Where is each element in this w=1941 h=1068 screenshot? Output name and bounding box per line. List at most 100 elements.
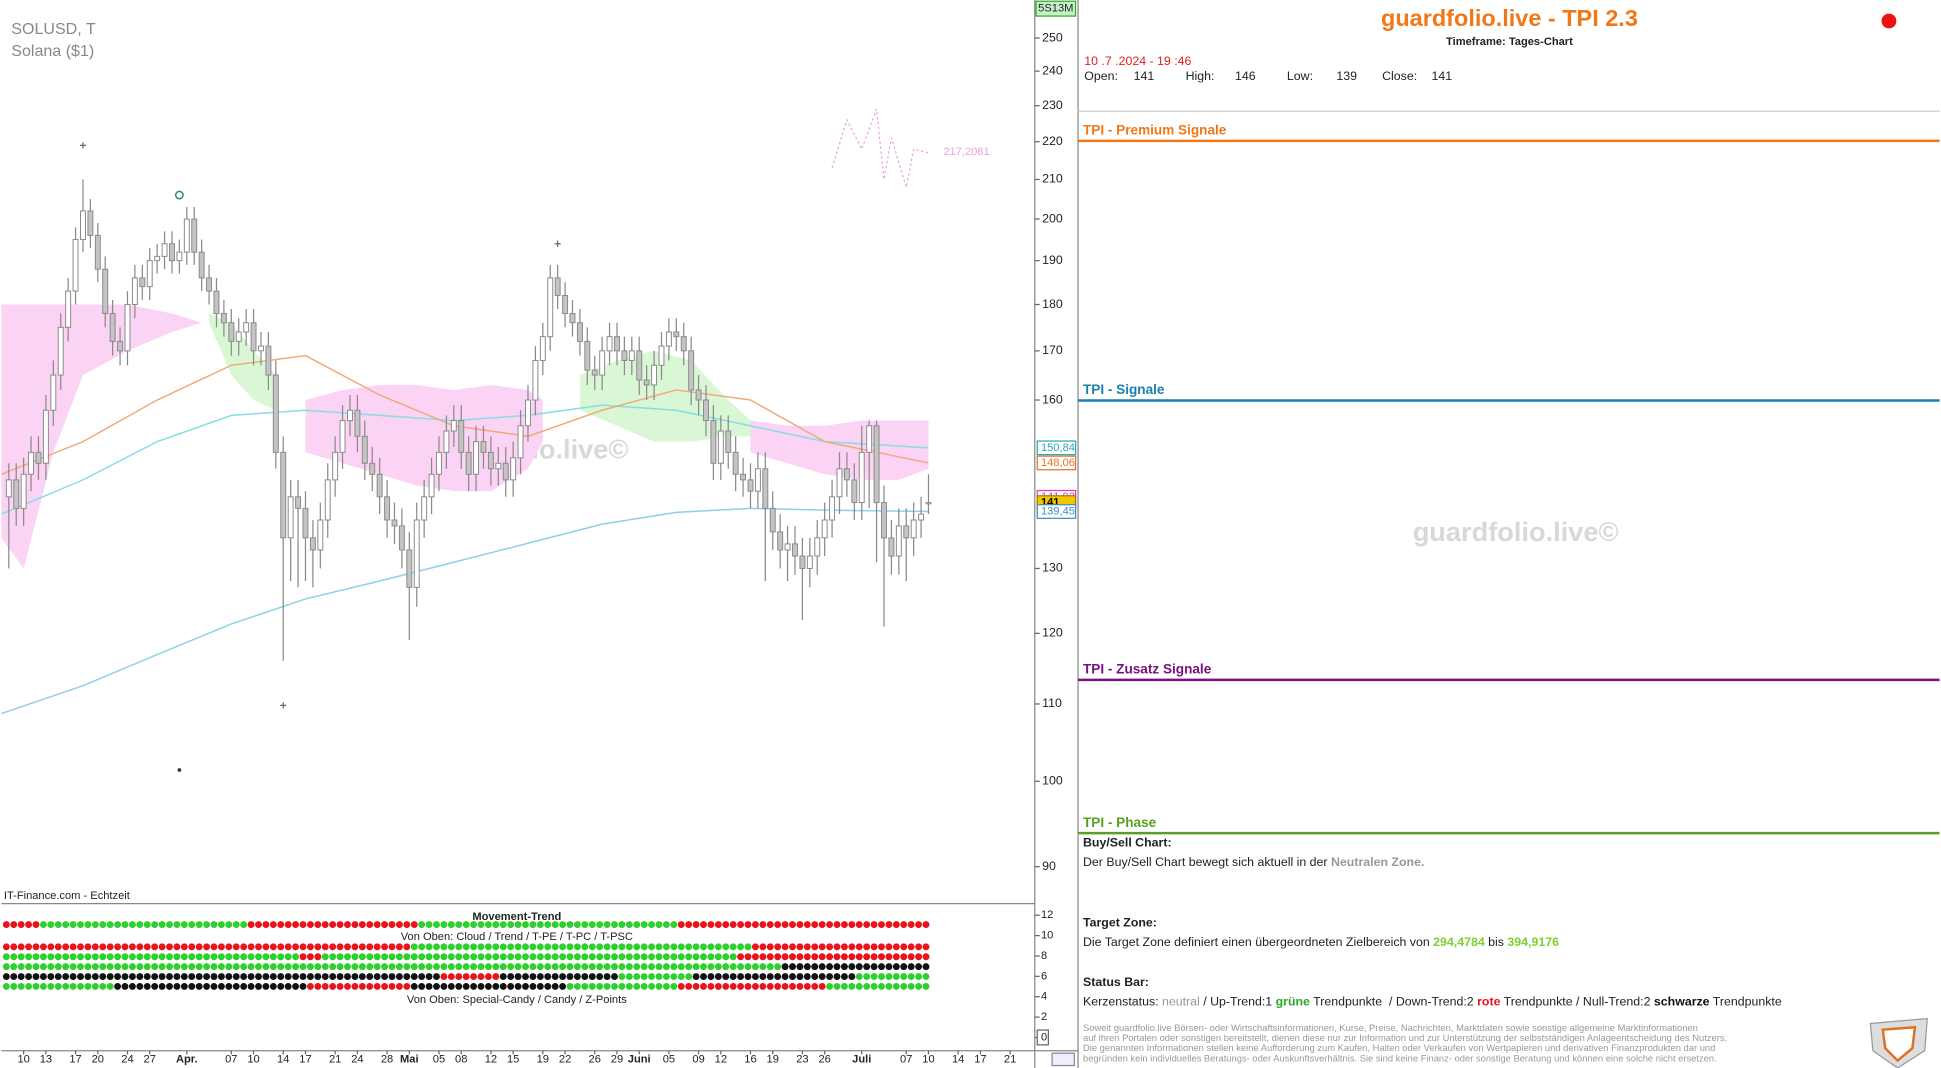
- trend-dot: [878, 982, 885, 990]
- trend-dot: [329, 973, 337, 980]
- trend-dot: [203, 953, 211, 961]
- trend-dot: [870, 921, 878, 929]
- candle-body: [673, 331, 680, 338]
- candle-body: [443, 430, 450, 453]
- trend-dot: [618, 943, 626, 951]
- trend-dot: [277, 982, 285, 990]
- trend-dot: [69, 973, 77, 980]
- trend-dot: [826, 953, 834, 961]
- x-tick-label: 29: [611, 1053, 623, 1065]
- trend-dot: [722, 953, 730, 961]
- trend-dot: [418, 943, 426, 951]
- candle-body: [591, 369, 598, 376]
- candle-body: [495, 462, 502, 470]
- trend-dot: [240, 963, 248, 971]
- candle-body: [547, 277, 554, 338]
- source: IT-Finance.com - Echtzeit: [4, 890, 130, 902]
- trend-dot: [581, 982, 589, 990]
- trend-dot: [484, 963, 492, 971]
- candle-body: [665, 331, 672, 347]
- trend-dot: [262, 953, 270, 961]
- trend-dot: [551, 982, 559, 990]
- trend-dot: [143, 921, 151, 929]
- price-label: 139,45: [1041, 505, 1075, 517]
- status-part: neutral: [1162, 995, 1200, 1009]
- x-tick-label: 13: [40, 1053, 52, 1065]
- trend-dot: [54, 963, 62, 971]
- panel-title: guardfolio.live - TPI 2.3: [1381, 5, 1638, 31]
- x-tick-label: 24: [351, 1053, 363, 1065]
- trend-dot: [870, 973, 878, 980]
- trend-dot: [388, 943, 396, 951]
- trend-dot: [440, 953, 448, 961]
- candle-body: [109, 313, 116, 342]
- candle-body: [272, 374, 279, 453]
- trend-dot: [826, 973, 834, 980]
- y-tick-label: 250: [1042, 30, 1063, 44]
- trend-dot: [662, 963, 670, 971]
- trend-dot: [551, 921, 559, 929]
- trend-dot: [151, 982, 159, 990]
- x-tick-label: Juni: [628, 1053, 651, 1065]
- trend-dot: [670, 943, 678, 951]
- candle-body: [621, 350, 628, 361]
- trend-dot: [477, 953, 485, 961]
- x-tick-label: 19: [537, 1053, 549, 1065]
- trend-dot: [381, 943, 389, 951]
- trend-dot: [114, 943, 122, 951]
- trend-dot: [388, 921, 396, 929]
- trend-dot: [522, 973, 529, 980]
- trend-dot: [544, 963, 552, 971]
- candle-body: [295, 496, 302, 509]
- trend-dot: [262, 973, 270, 980]
- trend-dot: [744, 953, 752, 961]
- trend-dot: [410, 953, 418, 961]
- trend-dot: [203, 963, 211, 971]
- candle-body: [680, 336, 687, 352]
- trend-dot: [262, 943, 270, 951]
- trend-dot: [151, 963, 159, 971]
- trend-dot: [336, 953, 344, 961]
- trend-dot: [425, 921, 433, 929]
- trend-dot: [373, 943, 381, 951]
- trend-dot: [269, 943, 277, 951]
- trend-dot: [700, 953, 707, 961]
- y-tick-label: 220: [1042, 134, 1063, 148]
- trend-dot: [440, 943, 448, 951]
- trend-dot: [818, 982, 826, 990]
- trend-dot: [625, 973, 633, 980]
- trend-dot: [737, 982, 745, 990]
- candle-body: [50, 374, 57, 411]
- trend-dot: [618, 921, 626, 929]
- trend-dot: [915, 973, 923, 980]
- candle-body: [332, 451, 339, 481]
- trend-dot: [128, 921, 136, 929]
- trend-dot: [25, 921, 33, 929]
- trend-dot: [907, 921, 915, 929]
- candle-body: [725, 430, 732, 453]
- price-label-box: [1036, 504, 1077, 519]
- candle-body: [94, 234, 101, 270]
- trend-dot: [344, 963, 351, 971]
- trend-dot: [499, 973, 507, 980]
- trend-dot: [395, 982, 403, 990]
- trend-dot: [840, 973, 848, 980]
- x-tick-label: 23: [796, 1053, 808, 1065]
- trend-dot: [581, 943, 589, 951]
- trend-dot: [47, 973, 55, 980]
- trend-dot: [840, 921, 848, 929]
- cloud: [209, 313, 276, 411]
- trend-dot: [573, 982, 581, 990]
- trend-dot: [625, 921, 633, 929]
- trend-dot: [803, 921, 811, 929]
- trend-dot: [173, 943, 181, 951]
- candle-body: [347, 409, 353, 422]
- candle-body: [131, 277, 138, 305]
- trend-dot: [32, 982, 40, 990]
- trend-dot: [818, 921, 826, 929]
- trend-dot: [640, 921, 648, 929]
- indicator-caption: Von Oben: Cloud / Trend / T-PE / T-PC / …: [401, 931, 633, 943]
- x-tick-label: 07: [900, 1053, 912, 1065]
- trend-dot: [425, 943, 433, 951]
